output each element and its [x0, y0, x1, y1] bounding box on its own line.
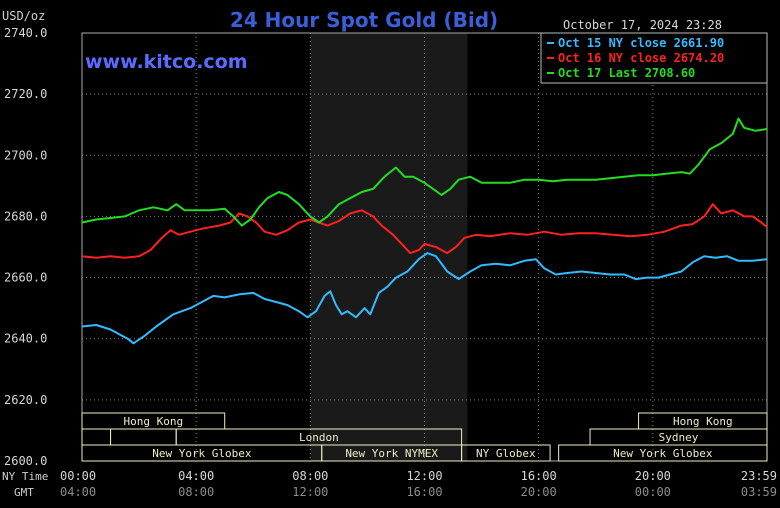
timestamp: October 17, 2024 23:28: [563, 18, 722, 32]
y-tick-label: 2600.0: [4, 454, 47, 468]
plot-area: [81, 32, 768, 462]
session-label: Sydney: [659, 431, 699, 444]
x-tick-label-gmt: 08:00: [178, 485, 214, 499]
session-label: Hong Kong: [673, 415, 733, 428]
x-tick-label-gmt: 16:00: [406, 485, 442, 499]
series-line-2: [81, 117, 768, 227]
session-label: New York NYMEX: [345, 447, 438, 460]
x-tick-label-ny: 20:00: [635, 469, 671, 483]
night-band: [310, 33, 468, 461]
y-tick-label: 2740.0: [4, 26, 47, 40]
chart-title: 24 Hour Spot Gold (Bid): [230, 8, 498, 32]
session-label: Hong Kong: [124, 415, 184, 428]
x-tick-label-ny: 12:00: [406, 469, 442, 483]
series-line-0: [81, 252, 768, 345]
x-tick-label-gmt: 00:00: [635, 485, 671, 499]
watermark: www.kitco.com: [85, 51, 248, 73]
y-tick-label: 2720.0: [4, 87, 47, 101]
series-line-1: [81, 203, 768, 259]
session-label: NY Globex: [476, 447, 536, 460]
x-tick-label-ny: 23:59: [741, 469, 777, 483]
legend-box: [540, 32, 768, 84]
y-tick-label: 2680.0: [4, 209, 47, 223]
x-tick-label-ny: 04:00: [178, 469, 214, 483]
y-tick-label: 2660.0: [4, 271, 47, 285]
session-box: [558, 444, 768, 462]
session-label: London: [299, 431, 339, 444]
session-label: New York Globex: [613, 447, 713, 460]
unit-label: USD/oz: [2, 9, 45, 23]
session-box: [461, 444, 551, 462]
x-tick-label-gmt: 12:00: [292, 485, 328, 499]
market-sessions: Hong Kong Hong Kong London Sydney New York G…: [81, 412, 768, 462]
y-tick-label: 2640.0: [4, 332, 47, 346]
y-tick-label: 2700.0: [4, 148, 47, 162]
x-tick-label-gmt: 03:59: [741, 485, 777, 499]
session-label: New York Globex: [152, 447, 252, 460]
ny-time-label: NY Time: [2, 470, 48, 483]
x-tick-label-gmt: 04:00: [60, 485, 96, 499]
x-tick-label-ny: 00:00: [60, 469, 96, 483]
legend-label: Oct 17 Last 2708.60: [558, 66, 695, 80]
x-tick-label-ny: 16:00: [521, 469, 557, 483]
price-lines: [81, 117, 768, 345]
x-tick-label-gmt: 20:00: [521, 485, 557, 499]
y-tick-label: 2620.0: [4, 393, 47, 407]
legend-label: Oct 15 NY close 2661.90: [558, 36, 724, 50]
legend-label: Oct 16 NY close 2674.20: [558, 51, 724, 65]
gmt-label: GMT: [14, 486, 34, 499]
axes: 2600.0 2620.0 2640.0 2660.0 2680.0 2700.0 2720…: [4, 26, 777, 499]
x-tick-label-ny: 08:00: [292, 469, 328, 483]
